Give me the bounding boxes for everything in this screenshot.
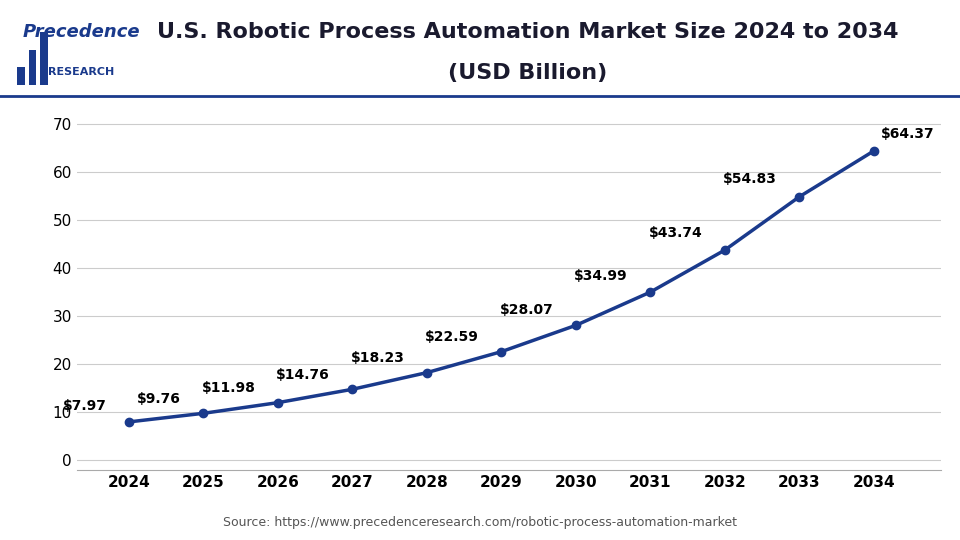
Text: U.S. Robotic Process Automation Market Size 2024 to 2034: U.S. Robotic Process Automation Market S… [157, 22, 899, 42]
Text: $14.76: $14.76 [276, 368, 330, 382]
Text: $7.97: $7.97 [62, 399, 107, 413]
Bar [17, 68, 25, 85]
Text: Precedence: Precedence [23, 23, 140, 41]
Text: $22.59: $22.59 [425, 330, 479, 345]
Text: Source: https://www.precedenceresearch.com/robotic-process-automation-market: Source: https://www.precedenceresearch.c… [223, 516, 737, 529]
Text: $34.99: $34.99 [574, 269, 628, 284]
Bar [40, 32, 48, 85]
Text: $43.74: $43.74 [649, 226, 703, 240]
Text: (USD Billion): (USD Billion) [448, 63, 608, 83]
Text: RESEARCH: RESEARCH [48, 67, 115, 77]
Text: $18.23: $18.23 [350, 352, 404, 366]
Bar [29, 50, 36, 85]
Text: $64.37: $64.37 [881, 127, 935, 141]
Text: $9.76: $9.76 [137, 392, 181, 406]
Text: $11.98: $11.98 [202, 381, 255, 395]
Text: $54.83: $54.83 [723, 172, 777, 186]
Text: $28.07: $28.07 [500, 303, 554, 316]
